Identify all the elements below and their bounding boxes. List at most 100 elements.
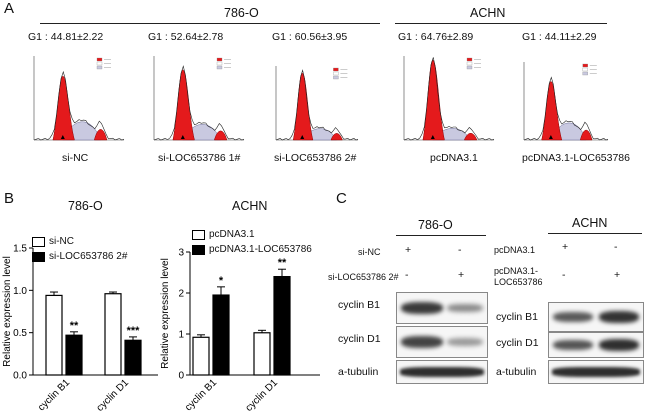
y-tick-label: 2 <box>178 289 184 300</box>
band-label-786-cyclin-b1: cyclin B1 <box>338 299 381 311</box>
band-label-achn-cyclin-b1: cyclin B1 <box>496 311 539 323</box>
blot-achn-cyclin-b1 <box>548 302 644 332</box>
legend-pcdna-loc: pcDNA3.1-LOC653786 <box>192 244 312 255</box>
g1-value-4: G1 : 64.76±2.89 <box>398 31 474 43</box>
histogram-si-loc-2 <box>275 66 359 141</box>
hist-legend-swatch <box>216 57 223 62</box>
hist-legend-swatch <box>582 67 588 72</box>
panel-a-label: A <box>4 0 15 17</box>
hist-outline <box>275 69 359 141</box>
hist-outline <box>33 70 125 141</box>
row-label-si-nc: si-NC <box>358 247 381 257</box>
hist-legend-swatch <box>216 65 223 70</box>
blot-group-786o: 786-O <box>418 218 453 232</box>
sign-786-r1-c1: + <box>405 244 412 256</box>
y-tick-label: 0.0 <box>13 371 27 382</box>
blot-group-line-achn <box>548 233 642 234</box>
hist-outline <box>403 57 495 141</box>
bar <box>212 294 230 376</box>
hist-g1-peak <box>172 69 195 141</box>
legend-swatch-white <box>32 236 45 247</box>
significance-marker: * <box>219 275 224 287</box>
hist-legend-swatch <box>466 57 473 62</box>
significance-marker: ** <box>278 257 287 269</box>
hist-legend-swatch <box>466 65 473 70</box>
bar <box>124 339 142 376</box>
hist-g2-peak <box>213 130 228 141</box>
bar <box>192 336 210 376</box>
hist-marker <box>180 135 185 139</box>
plot-label-si-loc-2: si-LOC653786 2# <box>274 152 357 164</box>
y-tick-label: 1.5 <box>13 244 27 255</box>
hist-marker <box>430 135 435 139</box>
x-tick-label: cyclin D1 <box>244 377 281 414</box>
g1-value-3: G1 : 60.56±3.95 <box>272 31 348 43</box>
hist-g2-peak <box>463 132 478 141</box>
g1-value-5: G1 : 44.11±2.29 <box>522 31 597 43</box>
band-label-achn-cyclin-d1: cyclin D1 <box>496 337 539 349</box>
group-title-786o: 786-O <box>224 6 259 20</box>
histogram-si-nc <box>33 56 125 141</box>
hist-legend-swatch <box>582 71 588 76</box>
histogram-pcdna <box>403 56 495 141</box>
sign-achn-r1-c1: + <box>562 241 569 253</box>
hist-marker <box>300 135 305 139</box>
blot-group-line-786o <box>396 235 486 236</box>
hist-g1-peak <box>292 72 314 141</box>
sign-786-r2-c2: + <box>458 269 465 281</box>
sign-achn-r2-c1: - <box>562 269 566 281</box>
blot-group-achn: ACHN <box>572 216 608 230</box>
g1-value-2: G1 : 52.64±2.78 <box>148 31 224 43</box>
legend-label-pcdna: pcDNA3.1 <box>209 229 255 240</box>
legend-label-pcdna-loc: pcDNA3.1-LOC653786 <box>209 244 312 255</box>
x-tick-label: cyclin B1 <box>183 377 219 413</box>
blot-achn-tubulin <box>548 360 644 384</box>
hist-g2-peak <box>330 133 343 141</box>
hist-legend-swatch <box>582 63 588 68</box>
x-tick-label: cyclin B1 <box>36 377 72 413</box>
group-title-achn: ACHN <box>470 6 506 20</box>
hist-legend-swatch <box>333 75 339 80</box>
hist-g1-peak <box>422 59 445 141</box>
blot-achn-cyclin-d1 <box>548 332 644 358</box>
legend-label-si-loc: si-LOC653786 2# <box>49 251 128 262</box>
legend-label-si-nc: si-NC <box>49 236 74 247</box>
x-tick-label: cyclin D1 <box>95 377 132 414</box>
row-label-pcdna: pcDNA3.1 <box>494 245 536 255</box>
y-tick-label: 0.5 <box>13 328 27 339</box>
panel-c-label: C <box>336 190 347 207</box>
hist-g1-peak <box>52 75 75 141</box>
significance-marker: ** <box>70 320 79 332</box>
y-axis-label: Relative expression level <box>2 256 13 367</box>
blot-786-cyclin-d1 <box>396 326 488 358</box>
blot-786-tubulin <box>396 360 488 384</box>
bar <box>253 332 271 376</box>
sign-achn-r2-c2: + <box>614 269 621 281</box>
y-tick-label: 3 <box>178 248 184 259</box>
chart-title-786o: 786-O <box>68 199 103 213</box>
legend-swatch-black <box>192 244 205 255</box>
bar <box>273 275 291 376</box>
sign-786-r1-c2: - <box>458 244 462 256</box>
hist-outline <box>523 76 609 141</box>
row-label-pcdna-loc: pcDNA3.1-LOC653786 <box>494 266 543 287</box>
hist-legend-swatch <box>96 65 103 70</box>
bar <box>45 294 63 376</box>
row-label-si-loc: si-LOC653786 2# <box>328 272 399 282</box>
hist-g2-peak <box>93 129 108 141</box>
plot-label-si-nc: si-NC <box>62 152 89 164</box>
group-line-achn <box>395 23 607 24</box>
sign-786-r2-c1: - <box>405 269 409 281</box>
panel-b-label: B <box>4 190 15 207</box>
hist-legend-swatch <box>333 71 339 76</box>
bar-chart-achn: 0 1 2 3 Relative expression level * cyclin B1 *… <box>160 248 320 414</box>
significance-marker: *** <box>127 325 141 337</box>
hist-legend-swatch <box>216 61 223 66</box>
y-tick-label: 0 <box>178 371 184 382</box>
band-label-786-tubulin: a-tubulin <box>338 366 379 378</box>
histogram-pcdna-loc <box>523 62 609 141</box>
hist-legend-swatch <box>333 67 339 72</box>
hist-marker <box>548 135 553 139</box>
y-tick-label: 1 <box>178 330 184 341</box>
